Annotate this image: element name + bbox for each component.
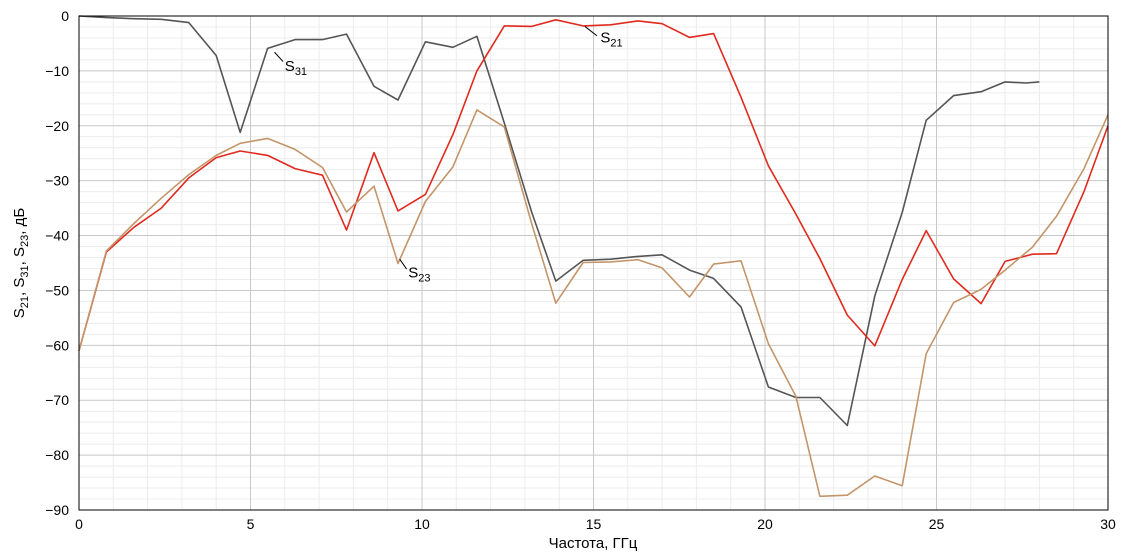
series-annotation-3: S23 [408, 264, 430, 284]
y-tick-label: −50 [45, 282, 69, 298]
y-tick-label: −10 [45, 63, 69, 79]
x-tick-label: 15 [586, 516, 602, 532]
x-axis-title: Частота, ГГц [549, 535, 638, 552]
series-annotation-1: S31 [285, 58, 307, 78]
y-tick-labels: 0 −10 −20 −30 −40 −50 −60 −70 −80 −90 [45, 8, 69, 518]
x-tick-label: 10 [414, 516, 430, 532]
x-tick-labels: 0 5 10 15 20 25 30 [75, 516, 1116, 532]
plot-frame [78, 15, 1109, 511]
y-tick-label: −80 [45, 447, 69, 463]
y-tick-label: −90 [45, 502, 69, 518]
x-tick-label: 5 [247, 516, 255, 532]
annotation-leader-1 [274, 51, 284, 62]
y-tick-label: −20 [45, 118, 69, 134]
y-tick-label: −40 [45, 228, 69, 244]
x-tick-label: 0 [75, 516, 83, 532]
series-annotation-2: S21 [600, 29, 622, 49]
annotation-leader-3 [399, 258, 407, 270]
x-tick-label: 25 [929, 516, 945, 532]
series-layer [78, 15, 1109, 498]
annotation-leader-2 [584, 26, 598, 37]
y-tick-label: −30 [45, 173, 69, 189]
y-axis-title: S21, S31, S23, дБ [11, 208, 31, 319]
x-tick-label: 20 [757, 516, 773, 532]
y-tick-label: −60 [45, 337, 69, 353]
x-tick-label: 30 [1100, 516, 1116, 532]
series-line-3 [78, 109, 1109, 498]
y-tick-label: −70 [45, 392, 69, 408]
series-line-1 [78, 15, 1040, 427]
y-tick-label: 0 [61, 8, 69, 24]
annotations: S31 S21 S23 [274, 26, 623, 284]
series-line-2 [78, 18, 1109, 352]
